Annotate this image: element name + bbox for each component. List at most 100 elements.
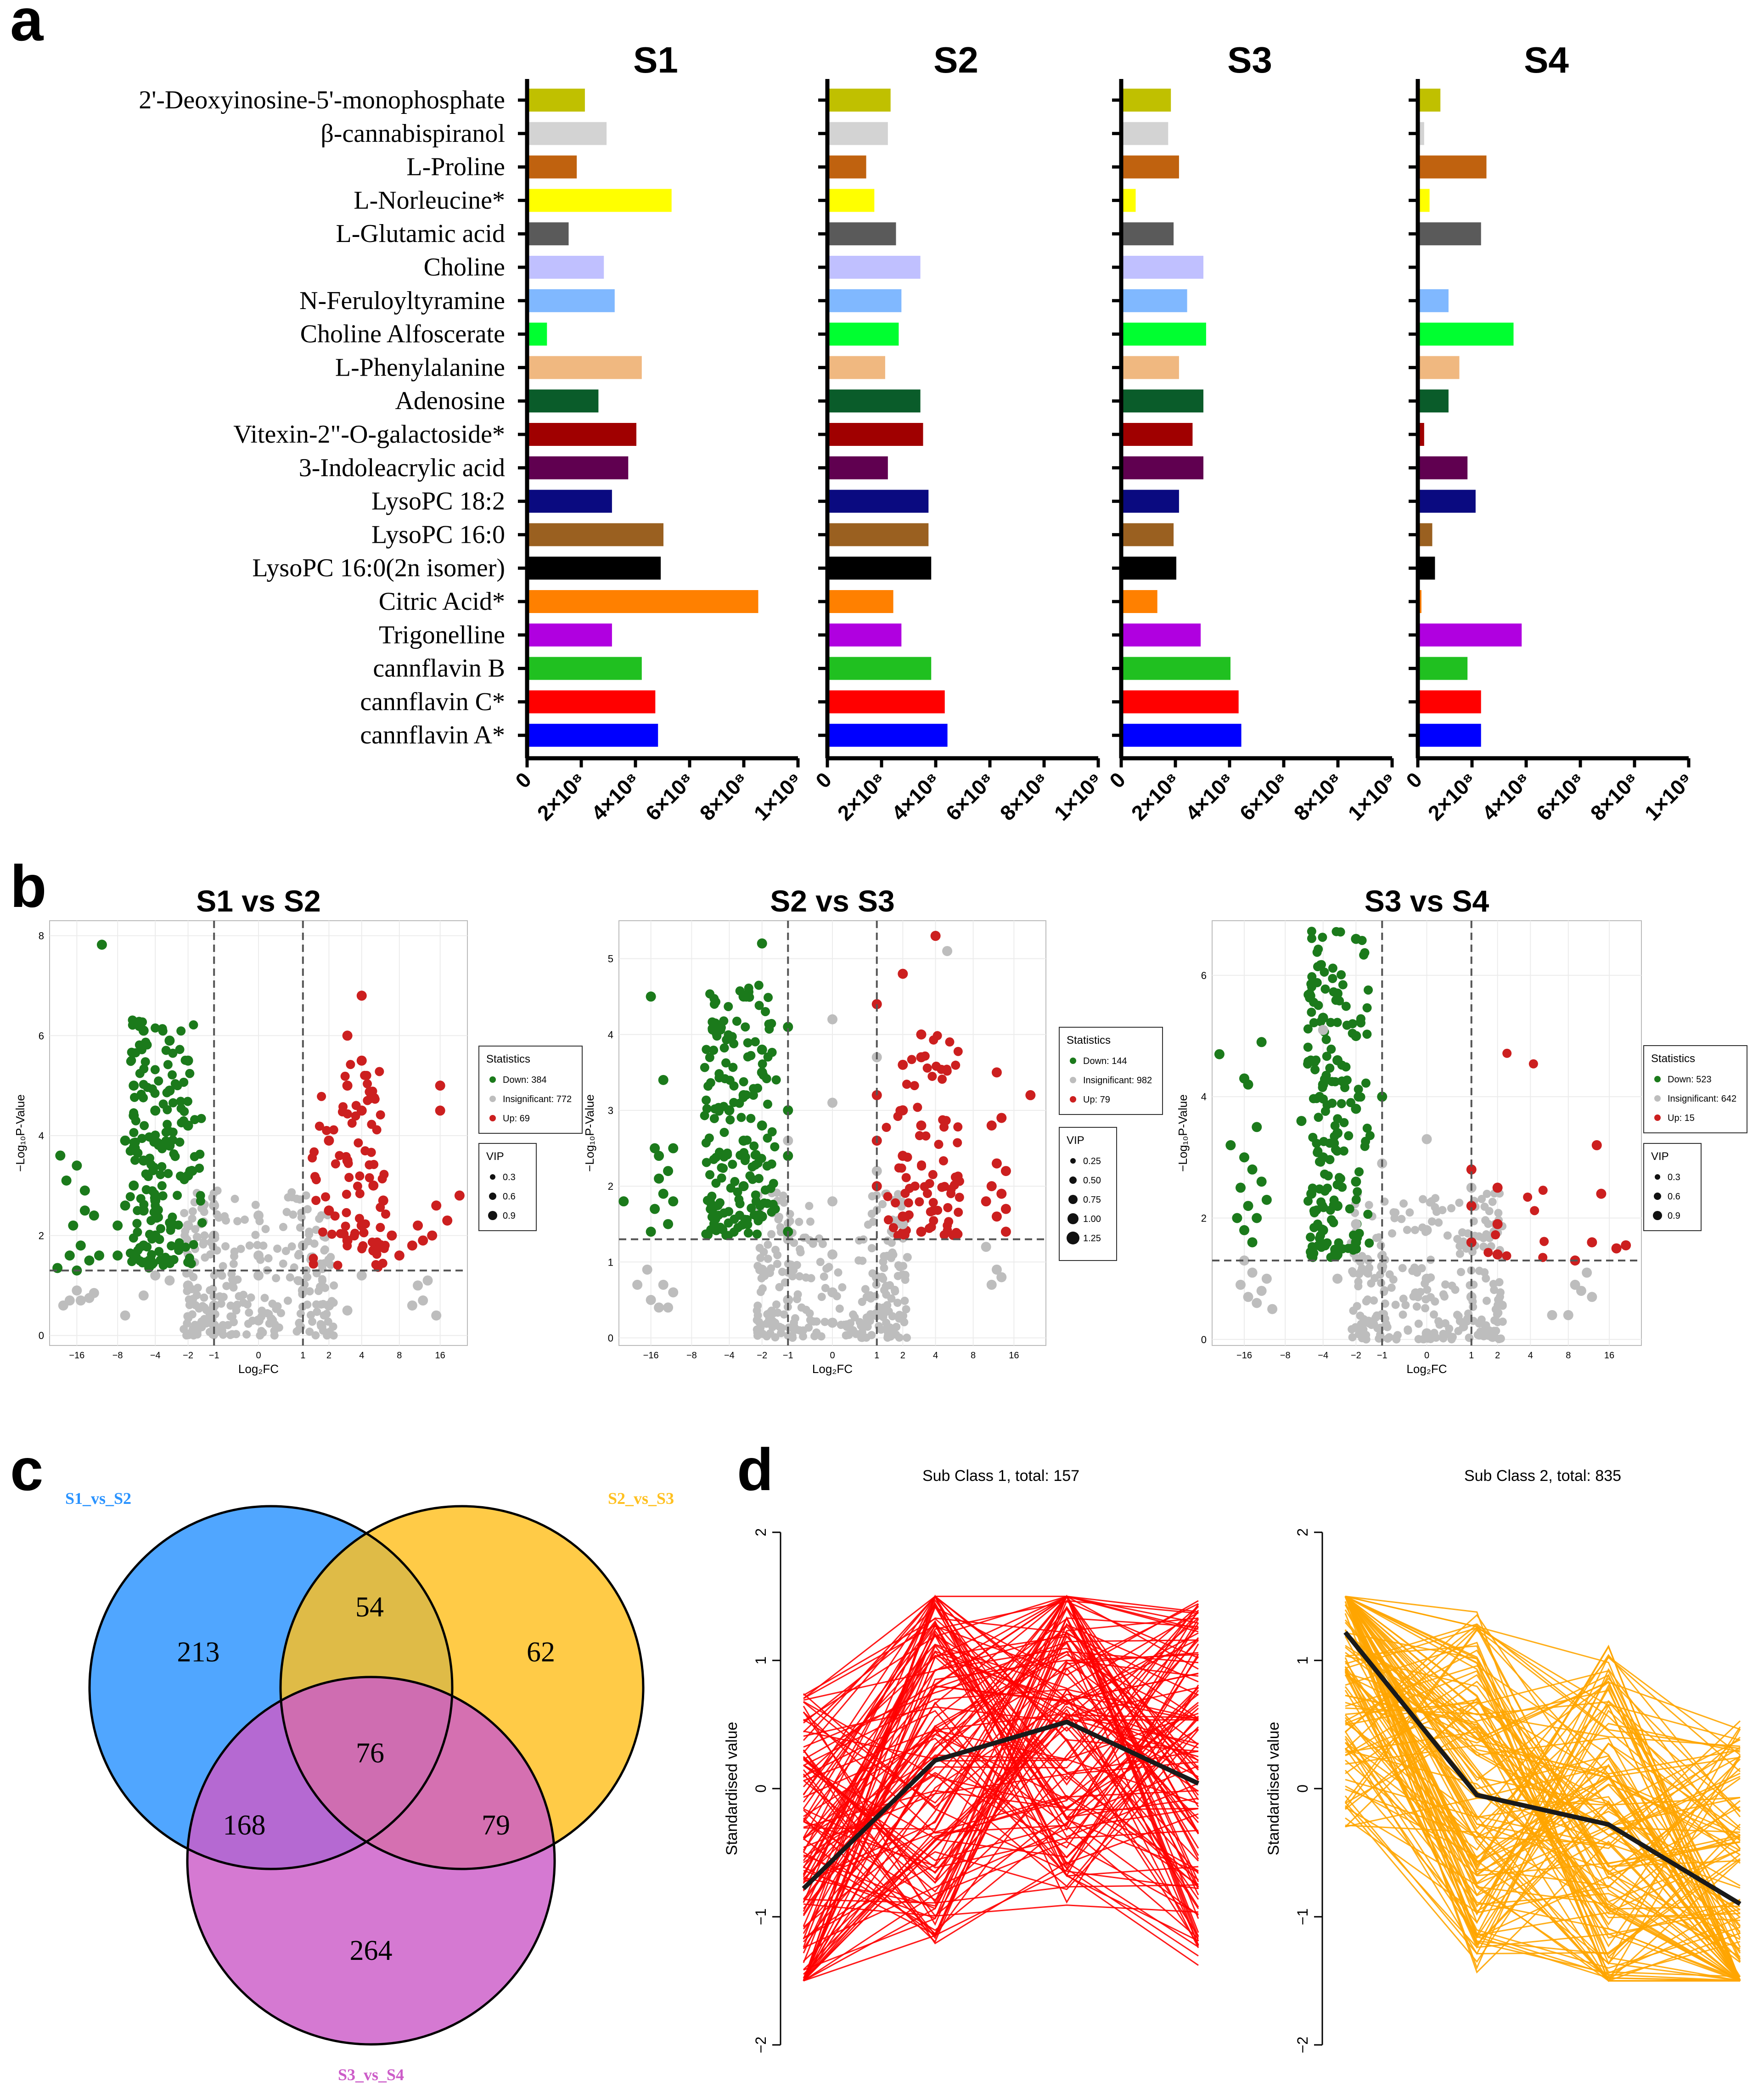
- point-insignificant: [407, 1300, 417, 1311]
- point-insignificant: [180, 1209, 189, 1217]
- panel-c-venn-diagram: S1_vs_S2 S2_vs_S3 S3_vs_S4 213 62 264 54 168 79 7…: [65, 1489, 674, 2084]
- point-down: [189, 1240, 198, 1249]
- point-insignificant: [1377, 1334, 1386, 1342]
- point-insignificant: [827, 1249, 837, 1260]
- point-down: [190, 1152, 199, 1161]
- point-up: [938, 1156, 948, 1165]
- point-down: [175, 1045, 185, 1054]
- point-insignificant: [1354, 1282, 1363, 1291]
- point-down: [739, 1148, 749, 1158]
- metabolite-label: L-Norleucine*: [354, 186, 505, 214]
- point-insignificant: [208, 1242, 217, 1251]
- point-up: [346, 1060, 355, 1069]
- point-insignificant: [1455, 1249, 1464, 1258]
- point-down: [183, 1171, 193, 1181]
- point-insignificant: [224, 1321, 232, 1329]
- point-down: [176, 1103, 186, 1113]
- x-tick-label: 4: [359, 1351, 364, 1361]
- metabolite-label: β-cannabispiranol: [320, 119, 505, 148]
- point-up: [1466, 1201, 1477, 1211]
- point-insignificant: [315, 1283, 324, 1291]
- point-insignificant: [253, 1241, 262, 1249]
- point-down: [146, 1160, 156, 1170]
- point-down: [150, 1065, 160, 1075]
- point-down: [1315, 1233, 1324, 1243]
- venn-set-label: S2_vs_S3: [608, 1489, 674, 1508]
- point-down: [1332, 1128, 1343, 1138]
- x-tick-label: −8: [112, 1351, 123, 1361]
- point-up: [1492, 1219, 1503, 1229]
- point-down: [736, 1113, 746, 1122]
- point-up: [376, 1110, 385, 1120]
- profile-line: [1344, 1596, 1741, 1981]
- point-up: [347, 1118, 357, 1128]
- x-tick-label: −8: [1280, 1351, 1291, 1361]
- point-insignificant: [307, 1311, 315, 1319]
- point-down: [702, 1104, 712, 1114]
- point-insignificant: [342, 1305, 353, 1316]
- point-insignificant: [827, 1317, 837, 1328]
- profile-line: [803, 1603, 1199, 1867]
- point-insignificant: [1455, 1317, 1464, 1325]
- point-down: [151, 1206, 160, 1216]
- panel-d-trend-lines: Sub Class 1, total: 157 −2 −1 0 1 2 Standardis…: [723, 1467, 1742, 2053]
- bar: [1419, 89, 1441, 112]
- bar: [528, 155, 577, 179]
- venn-count-r123: 76: [356, 1738, 384, 1769]
- point-insignificant: [876, 1325, 885, 1334]
- point-up: [1621, 1240, 1631, 1250]
- panel-label-c: c: [10, 1436, 43, 1503]
- profile-line: [803, 1775, 1199, 1901]
- profile-line: [1344, 1674, 1741, 1969]
- point-insignificant: [242, 1330, 251, 1339]
- legend-item: Up: 79: [1083, 1095, 1110, 1105]
- point-insignificant: [820, 1272, 828, 1281]
- legend-key: [1654, 1114, 1661, 1121]
- point-down: [709, 1114, 719, 1123]
- profile-line: [1345, 1636, 1741, 1962]
- point-down: [161, 1127, 171, 1137]
- y-tick-label: 0: [39, 1330, 44, 1341]
- point-insignificant: [1410, 1226, 1419, 1234]
- point-up: [1528, 1059, 1538, 1069]
- point-insignificant: [199, 1238, 208, 1247]
- point-down: [150, 1195, 161, 1206]
- point-down: [733, 1187, 742, 1197]
- point-down: [157, 1181, 167, 1191]
- point-insignificant: [996, 1272, 1007, 1283]
- point-down: [141, 1169, 151, 1179]
- profile-line: [803, 1595, 1199, 1981]
- point-up: [1491, 1230, 1500, 1240]
- point-insignificant: [788, 1334, 797, 1342]
- bar: [828, 690, 945, 714]
- point-down: [725, 1115, 735, 1125]
- point-insignificant: [1404, 1326, 1412, 1335]
- point-insignificant: [221, 1242, 230, 1251]
- point-insignificant: [188, 1207, 197, 1216]
- point-insignificant: [1570, 1279, 1580, 1290]
- point-up: [883, 1192, 893, 1201]
- point-insignificant: [236, 1244, 245, 1253]
- venn-outline: [279, 1505, 645, 1870]
- point-down: [112, 1220, 123, 1231]
- point-down: [749, 1141, 759, 1151]
- bar: [1419, 690, 1481, 714]
- point-down: [706, 1078, 715, 1087]
- point-insignificant: [1460, 1323, 1468, 1331]
- point-insignificant: [1464, 1229, 1472, 1238]
- point-down: [139, 1064, 149, 1074]
- point-up: [951, 1060, 961, 1070]
- profile-line: [803, 1884, 1199, 1904]
- profile-line: [803, 1598, 1199, 1981]
- point-insignificant: [260, 1294, 269, 1302]
- bar: [528, 490, 612, 513]
- point-down: [1340, 1083, 1350, 1092]
- vip-legend-item: 0.3: [1668, 1172, 1680, 1182]
- point-insignificant: [201, 1253, 209, 1262]
- point-insignificant: [1582, 1267, 1592, 1278]
- point-insignificant: [663, 1302, 674, 1313]
- point-insignificant: [226, 1301, 235, 1310]
- point-down: [75, 1240, 86, 1251]
- point-down: [760, 1007, 770, 1016]
